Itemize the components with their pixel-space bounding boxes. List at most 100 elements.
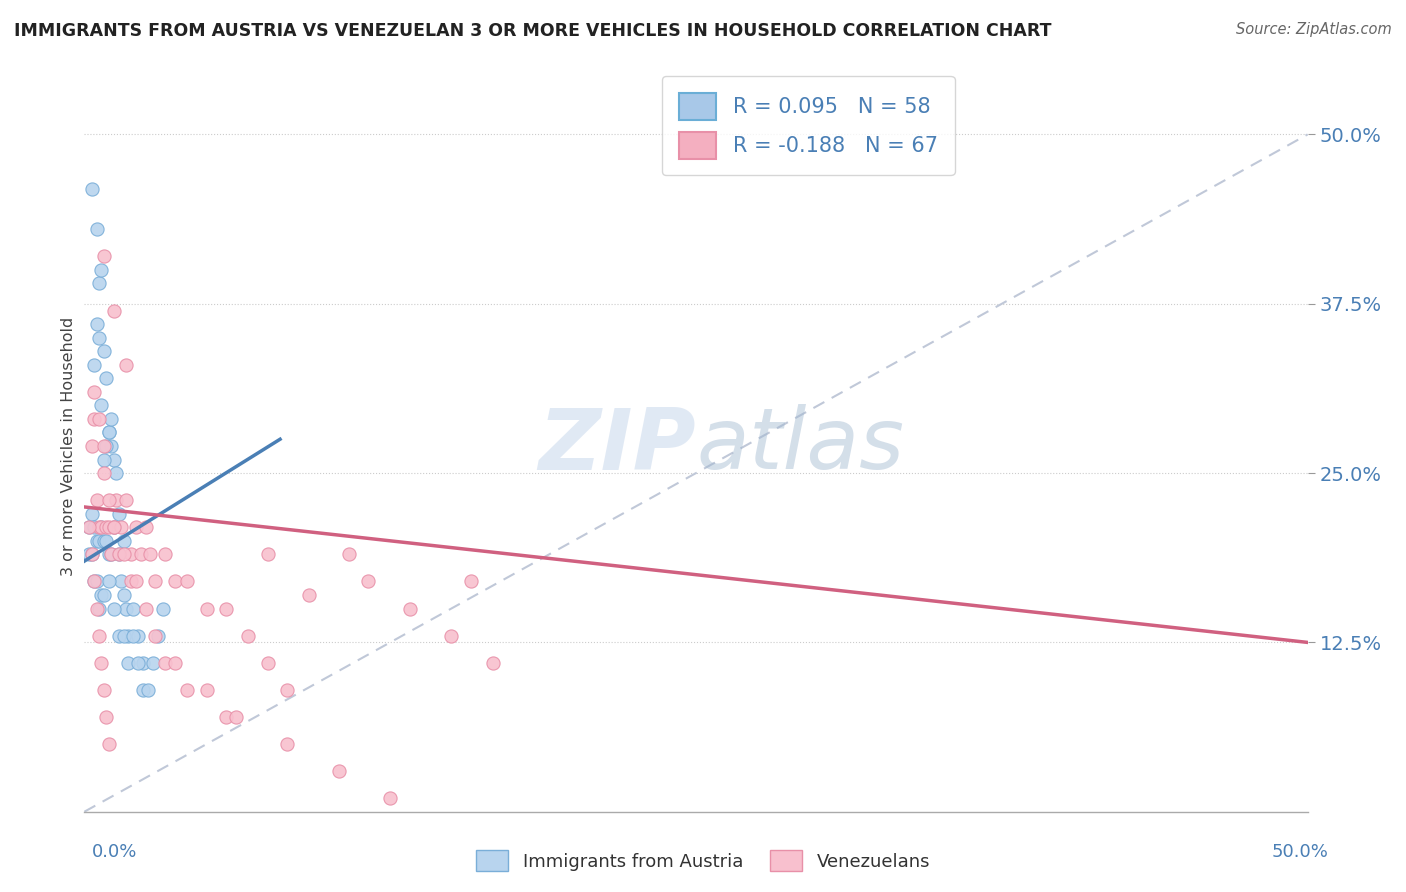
Point xyxy=(163,574,186,589)
Point xyxy=(103,520,125,534)
Point xyxy=(107,547,129,561)
Point xyxy=(398,601,420,615)
Point xyxy=(115,601,138,615)
Point xyxy=(215,710,238,724)
Point xyxy=(380,791,402,805)
Point xyxy=(80,547,103,561)
Point xyxy=(80,439,103,453)
Point xyxy=(357,574,380,589)
Point xyxy=(176,574,198,589)
Point xyxy=(80,507,103,521)
Point xyxy=(87,533,110,548)
Point xyxy=(153,656,176,670)
Y-axis label: 3 or more Vehicles in Household: 3 or more Vehicles in Household xyxy=(60,317,76,575)
Point xyxy=(135,520,157,534)
Point xyxy=(112,629,135,643)
Point xyxy=(176,682,198,697)
Point xyxy=(103,601,125,615)
Point xyxy=(125,574,148,589)
Point xyxy=(107,507,129,521)
Point xyxy=(135,601,157,615)
Point xyxy=(90,520,112,534)
Point xyxy=(87,412,110,426)
Point xyxy=(146,629,169,643)
Point xyxy=(86,574,108,589)
Point xyxy=(83,574,105,589)
Text: IMMIGRANTS FROM AUSTRIA VS VENEZUELAN 3 OR MORE VEHICLES IN HOUSEHOLD CORRELATIO: IMMIGRANTS FROM AUSTRIA VS VENEZUELAN 3 … xyxy=(14,22,1052,40)
Point xyxy=(90,656,112,670)
Point xyxy=(93,533,115,548)
Point xyxy=(103,452,125,467)
Point xyxy=(195,601,218,615)
Legend: R = 0.095   N = 58, R = -0.188   N = 67: R = 0.095 N = 58, R = -0.188 N = 67 xyxy=(662,76,955,176)
Point xyxy=(80,547,103,561)
Point xyxy=(276,682,298,697)
Point xyxy=(96,533,118,548)
Text: 0.0%: 0.0% xyxy=(91,843,136,861)
Text: atlas: atlas xyxy=(696,404,904,488)
Text: ZIP: ZIP xyxy=(538,404,696,488)
Point xyxy=(152,601,174,615)
Point xyxy=(142,656,165,670)
Point xyxy=(97,520,120,534)
Point xyxy=(97,425,120,440)
Point xyxy=(125,520,148,534)
Point xyxy=(112,588,135,602)
Point xyxy=(96,371,118,385)
Point xyxy=(93,682,115,697)
Point xyxy=(77,520,100,534)
Point xyxy=(97,425,120,440)
Point xyxy=(110,520,132,534)
Point xyxy=(143,629,166,643)
Point xyxy=(96,439,118,453)
Point xyxy=(105,466,128,480)
Point xyxy=(93,452,115,467)
Point xyxy=(87,629,110,643)
Point xyxy=(460,574,482,589)
Point xyxy=(440,629,463,643)
Point xyxy=(90,588,112,602)
Point xyxy=(90,398,112,412)
Point xyxy=(112,533,135,548)
Text: Source: ZipAtlas.com: Source: ZipAtlas.com xyxy=(1236,22,1392,37)
Point xyxy=(122,601,145,615)
Point xyxy=(93,344,115,359)
Point xyxy=(105,493,128,508)
Point xyxy=(120,547,142,561)
Point xyxy=(103,303,125,318)
Point xyxy=(482,656,505,670)
Point xyxy=(298,588,321,602)
Point xyxy=(127,629,149,643)
Point xyxy=(100,439,122,453)
Point xyxy=(86,222,108,236)
Point xyxy=(276,737,298,751)
Point xyxy=(163,656,186,670)
Point xyxy=(195,682,218,697)
Point xyxy=(97,493,120,508)
Point xyxy=(93,249,115,263)
Point xyxy=(107,629,129,643)
Point xyxy=(83,574,105,589)
Point xyxy=(117,629,139,643)
Point xyxy=(100,547,122,561)
Point xyxy=(100,412,122,426)
Point xyxy=(80,181,103,195)
Point xyxy=(97,547,120,561)
Point xyxy=(107,547,129,561)
Point xyxy=(86,317,108,331)
Point xyxy=(103,520,125,534)
Point xyxy=(86,493,108,508)
Point xyxy=(93,466,115,480)
Point xyxy=(136,682,159,697)
Point xyxy=(153,547,176,561)
Point xyxy=(139,547,162,561)
Point xyxy=(127,656,149,670)
Point xyxy=(115,358,138,372)
Point xyxy=(97,574,120,589)
Point xyxy=(96,520,118,534)
Point xyxy=(77,520,100,534)
Point xyxy=(86,533,108,548)
Point xyxy=(132,682,155,697)
Point xyxy=(215,601,238,615)
Point xyxy=(83,412,105,426)
